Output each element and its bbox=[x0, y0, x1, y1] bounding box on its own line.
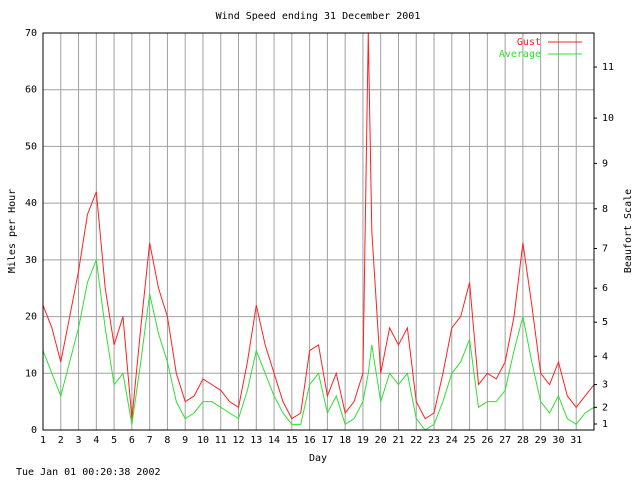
x-tick-label: 9 bbox=[182, 435, 188, 446]
x-tick-label: 30 bbox=[552, 435, 564, 446]
x-tick-label: 18 bbox=[339, 435, 351, 446]
x-tick-label: 15 bbox=[286, 435, 298, 446]
y2-tick-label: 3 bbox=[602, 380, 608, 391]
y2-tick-label: 9 bbox=[602, 158, 608, 169]
y-tick-label: 70 bbox=[25, 28, 37, 39]
x-tick-label: 28 bbox=[517, 435, 529, 446]
x-tick-label: 14 bbox=[268, 435, 280, 446]
y2-tick-label: 2 bbox=[602, 402, 608, 413]
x-tick-label: 7 bbox=[147, 435, 153, 446]
y-tick-label: 50 bbox=[25, 141, 37, 152]
legend-label: Average bbox=[499, 49, 541, 60]
x-tick-label: 27 bbox=[499, 435, 511, 446]
y-tick-label: 30 bbox=[25, 255, 37, 266]
x-tick-label: 26 bbox=[481, 435, 493, 446]
x-tick-label: 24 bbox=[446, 435, 458, 446]
x-tick-label: 8 bbox=[164, 435, 170, 446]
y2-tick-label: 11 bbox=[602, 62, 614, 73]
y2-tick-label: 5 bbox=[602, 317, 608, 328]
y2-tick-label: 7 bbox=[602, 244, 608, 255]
x-tick-label: 23 bbox=[428, 435, 440, 446]
x-tick-label: 21 bbox=[392, 435, 404, 446]
x-tick-label: 11 bbox=[215, 435, 227, 446]
x-tick-label: 20 bbox=[375, 435, 387, 446]
x-tick-label: 4 bbox=[93, 435, 99, 446]
x-tick-label: 5 bbox=[111, 435, 117, 446]
series-line bbox=[42, 259, 595, 431]
x-tick-label: 10 bbox=[197, 435, 209, 446]
chart-title: Wind Speed ending 31 December 2001 bbox=[216, 11, 421, 22]
legend-label: Gust bbox=[517, 37, 541, 48]
plot-frame bbox=[42, 32, 595, 431]
y2-tick-label: 6 bbox=[602, 283, 608, 294]
x-tick-label: 3 bbox=[76, 435, 82, 446]
y-tick-label: 0 bbox=[31, 425, 37, 436]
x-axis-title: Day bbox=[309, 453, 327, 464]
x-tick-label: 29 bbox=[535, 435, 547, 446]
x-tick-label: 17 bbox=[321, 435, 333, 446]
y-tick-label: 10 bbox=[25, 368, 37, 379]
x-tick-label: 12 bbox=[232, 435, 244, 446]
x-tick-label: 16 bbox=[304, 435, 316, 446]
y-tick-label: 60 bbox=[25, 85, 37, 96]
x-tick-label: 19 bbox=[357, 435, 369, 446]
series-line bbox=[42, 32, 595, 420]
x-tick-label: 13 bbox=[250, 435, 262, 446]
y2-tick-label: 4 bbox=[602, 351, 608, 362]
y2-axis-title: Beaufort Scale bbox=[623, 189, 634, 273]
x-tick-label: 1 bbox=[40, 435, 46, 446]
x-tick-label: 25 bbox=[464, 435, 476, 446]
y2-tick-label: 8 bbox=[602, 204, 608, 215]
x-tick-label: 22 bbox=[410, 435, 422, 446]
x-tick-label: 6 bbox=[129, 435, 135, 446]
y2-tick-label: 10 bbox=[602, 113, 614, 124]
y2-tick-label: 1 bbox=[602, 419, 608, 430]
timestamp: Tue Jan 01 00:20:38 2002 bbox=[16, 467, 161, 478]
x-tick-label: 2 bbox=[58, 435, 64, 446]
x-tick-label: 31 bbox=[570, 435, 582, 446]
y-tick-label: 20 bbox=[25, 312, 37, 323]
y-axis-title: Miles per Hour bbox=[7, 189, 18, 273]
y-tick-label: 40 bbox=[25, 198, 37, 209]
